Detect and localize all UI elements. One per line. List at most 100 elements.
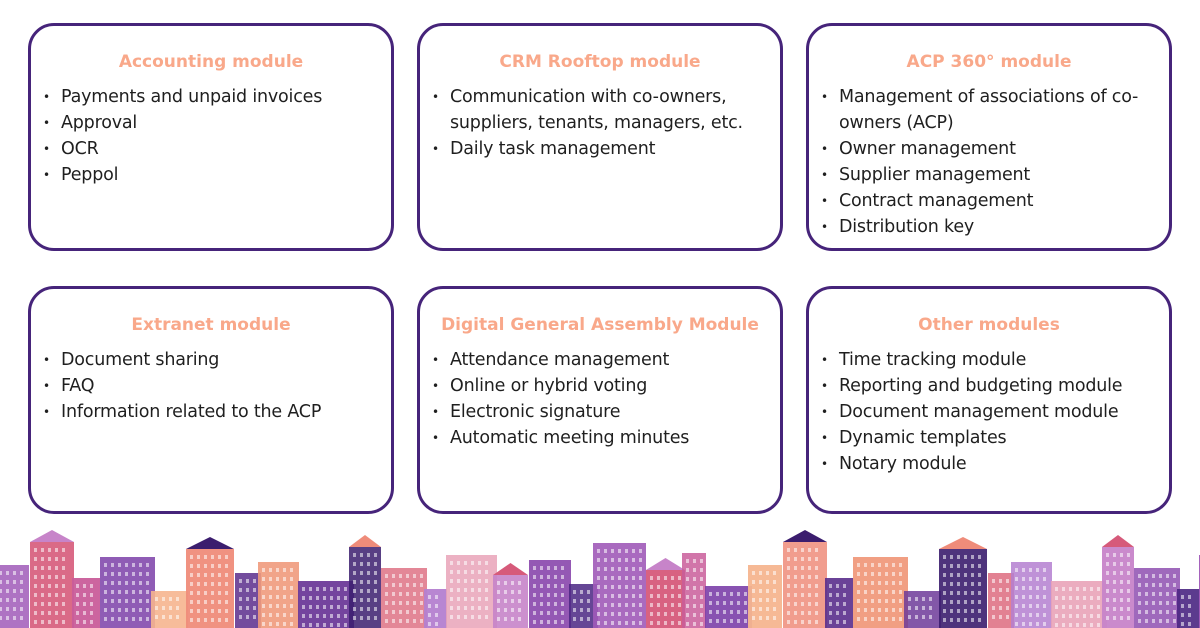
building-window xyxy=(892,572,895,576)
building-window xyxy=(1076,596,1079,600)
building-window xyxy=(197,600,200,604)
building-window xyxy=(787,584,790,588)
building-window xyxy=(1069,596,1072,600)
building-window xyxy=(878,581,881,585)
building-window xyxy=(457,561,460,565)
building-window xyxy=(20,607,23,611)
building-window xyxy=(597,549,600,553)
building-window xyxy=(504,599,507,603)
building-window xyxy=(118,599,121,603)
building-window xyxy=(190,555,193,559)
building-window xyxy=(125,581,128,585)
list-item: Attendance management xyxy=(432,347,780,373)
building-window xyxy=(1113,553,1116,557)
building-window xyxy=(1138,610,1141,614)
building-window xyxy=(413,601,416,605)
building-window xyxy=(773,571,776,575)
building-window xyxy=(399,592,402,596)
building-window xyxy=(76,620,79,624)
building-window xyxy=(815,548,818,552)
building-window xyxy=(1015,613,1018,617)
building-window xyxy=(104,608,107,612)
building-window xyxy=(218,609,221,613)
building-window xyxy=(197,555,200,559)
building-window xyxy=(34,575,37,579)
building-window xyxy=(485,579,488,583)
building-window xyxy=(132,563,135,567)
building-window xyxy=(497,590,500,594)
building-window xyxy=(450,579,453,583)
building-window xyxy=(413,619,416,623)
building-window xyxy=(457,615,460,619)
building-window xyxy=(836,602,839,606)
building-window xyxy=(992,606,995,610)
building-window xyxy=(759,589,762,593)
building-window xyxy=(1127,616,1130,620)
building-window xyxy=(146,617,149,621)
building-window xyxy=(337,605,340,609)
building-window xyxy=(650,576,653,580)
building-window xyxy=(1036,613,1039,617)
building-window xyxy=(428,595,431,599)
building-window xyxy=(561,566,564,570)
building-window xyxy=(48,575,51,579)
building-window xyxy=(48,584,51,588)
building-window xyxy=(899,617,902,621)
building-window xyxy=(664,576,667,580)
building-window xyxy=(146,599,149,603)
building-window xyxy=(478,570,481,574)
building-window xyxy=(139,617,142,621)
building-window xyxy=(787,548,790,552)
building-window xyxy=(20,616,23,620)
building-window xyxy=(766,607,769,611)
building-window xyxy=(146,563,149,567)
building-window xyxy=(55,584,58,588)
building-window xyxy=(871,563,874,567)
building-window xyxy=(457,588,460,592)
building-window xyxy=(1062,623,1065,627)
building-window xyxy=(787,602,790,606)
building-window xyxy=(964,591,967,595)
building-window xyxy=(374,598,377,602)
building-window xyxy=(132,581,135,585)
building-window xyxy=(211,600,214,604)
building-roof xyxy=(1102,535,1134,547)
building-window xyxy=(871,599,874,603)
building-window xyxy=(1055,623,1058,627)
building-window xyxy=(41,620,44,624)
building-window xyxy=(367,616,370,620)
building-window xyxy=(1113,571,1116,575)
building-window xyxy=(13,589,16,593)
building-window xyxy=(225,591,228,595)
building-window xyxy=(283,595,286,599)
building-window xyxy=(62,557,65,561)
list-item: Payments and unpaid invoices xyxy=(43,84,391,110)
building-window xyxy=(943,600,946,604)
building-window xyxy=(290,595,293,599)
building-window xyxy=(330,623,333,627)
building-window xyxy=(808,557,811,561)
building-window xyxy=(399,583,402,587)
building-window xyxy=(709,592,712,596)
building-window xyxy=(693,613,696,617)
building-window xyxy=(1036,577,1039,581)
building-window xyxy=(915,615,918,619)
building-window xyxy=(204,555,207,559)
building-window xyxy=(276,586,279,590)
building-window xyxy=(794,620,797,624)
building-window xyxy=(1015,568,1018,572)
building-window xyxy=(671,576,674,580)
building-window xyxy=(1106,589,1109,593)
building-window xyxy=(686,613,689,617)
building-window xyxy=(367,553,370,557)
building-window xyxy=(125,563,128,567)
card-title: Other modules xyxy=(918,315,1060,335)
building-window xyxy=(716,601,719,605)
building-window xyxy=(1159,619,1162,623)
building-window xyxy=(632,585,635,589)
building-window xyxy=(547,620,550,624)
building-window xyxy=(533,593,536,597)
building-window xyxy=(1015,622,1018,626)
building-window xyxy=(1029,586,1032,590)
building-window xyxy=(836,584,839,588)
